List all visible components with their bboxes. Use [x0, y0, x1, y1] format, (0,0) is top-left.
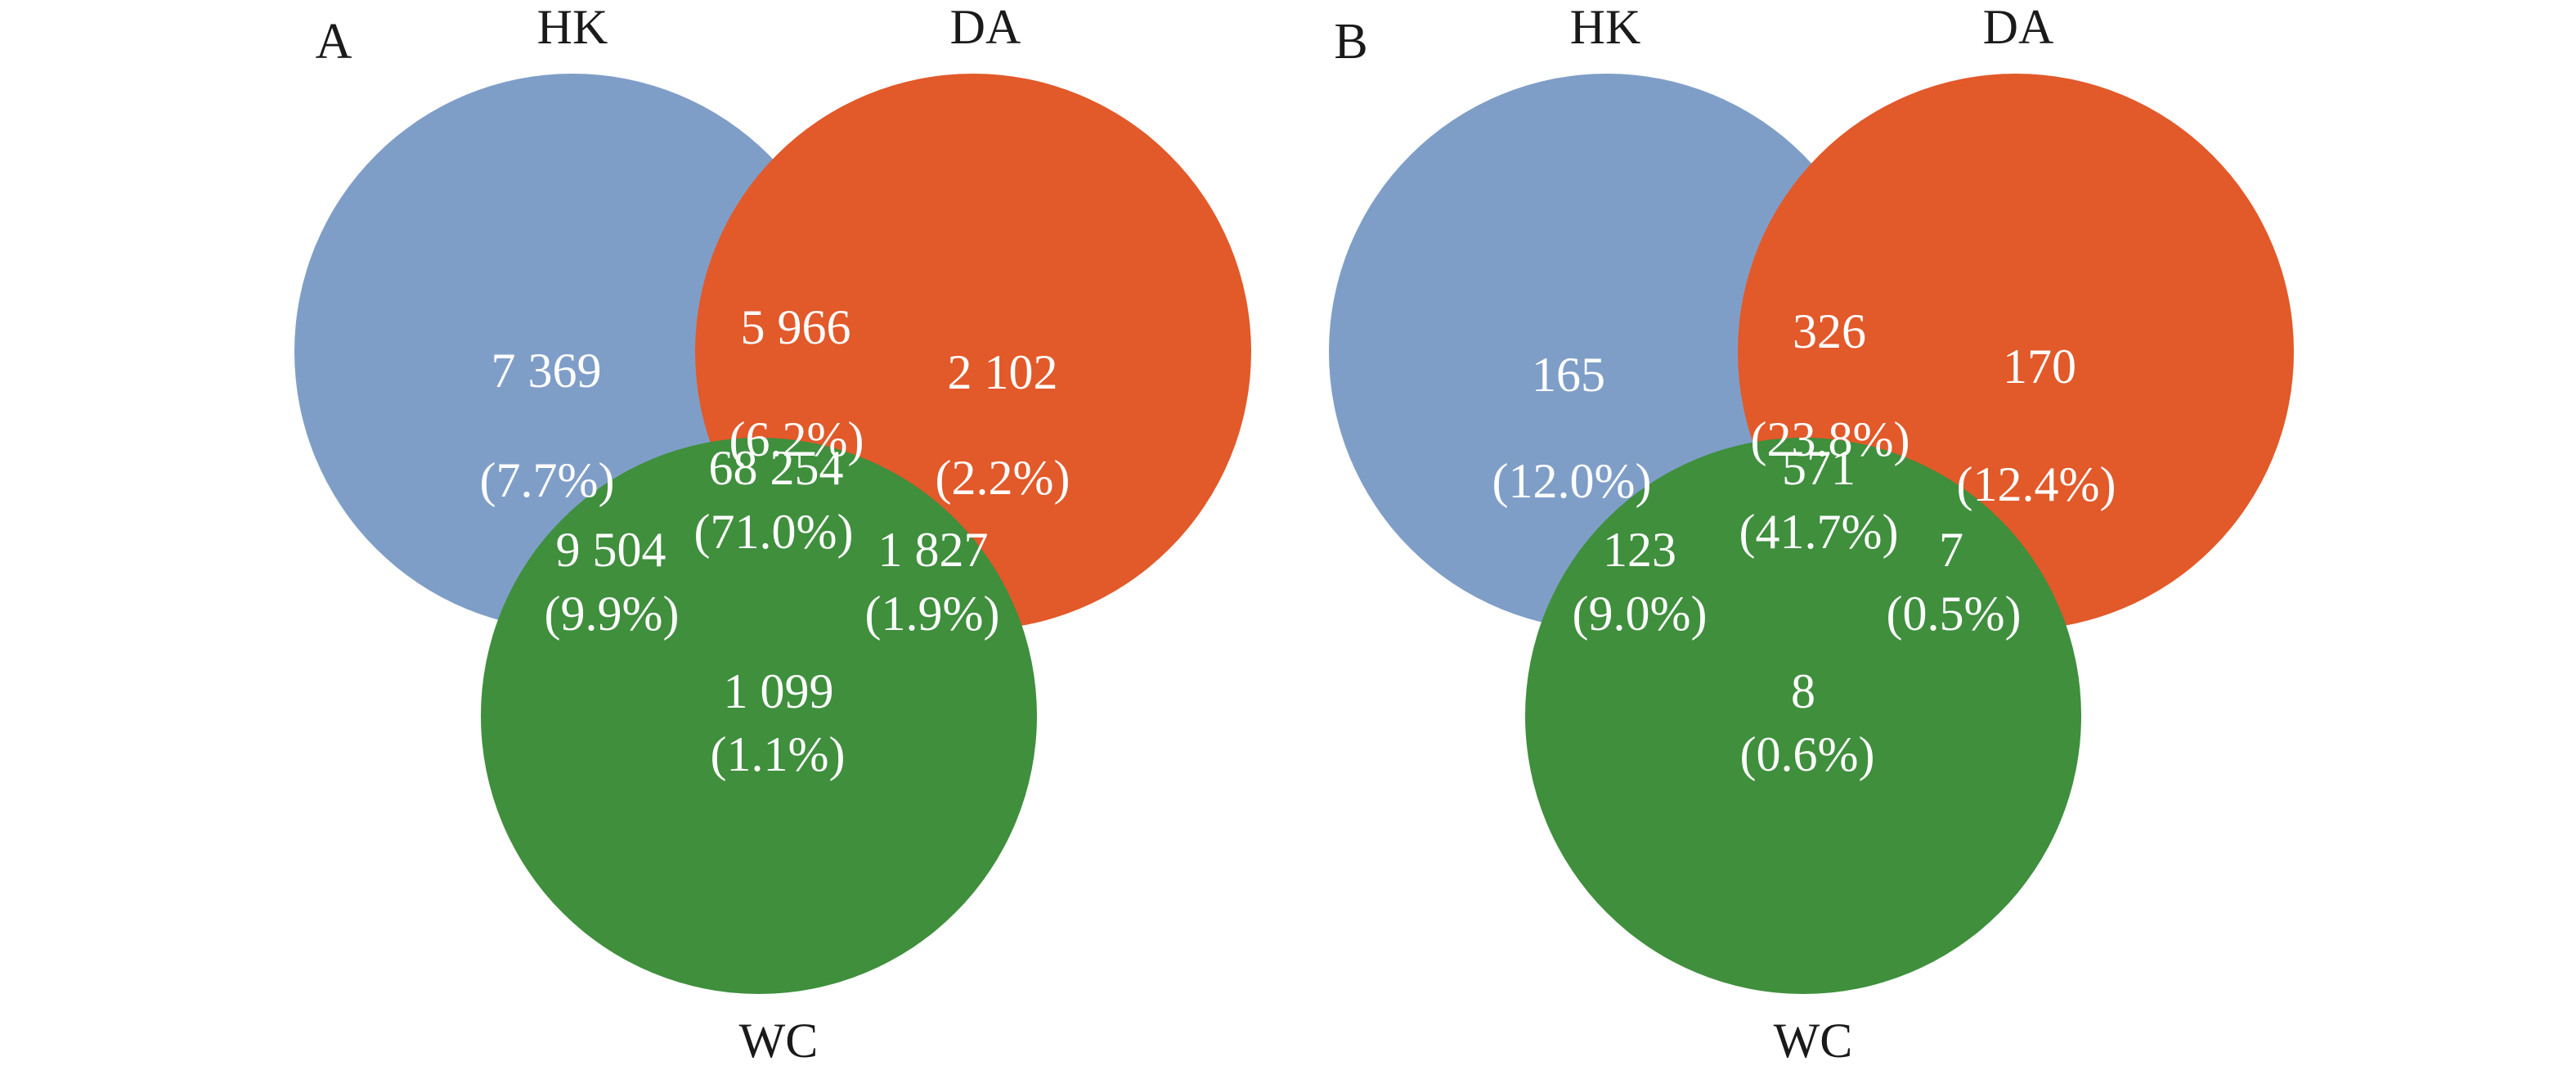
set-label-da-a: DA	[949, 0, 1021, 54]
region-hk-da-a-percent: (6.2%)	[729, 412, 864, 466]
panel-a-label: A	[315, 14, 352, 70]
region-da-only-a-percent: (2.2%)	[935, 451, 1070, 505]
set-label-hk-b: HK	[1569, 0, 1641, 54]
panel-b-label: B	[1334, 14, 1368, 70]
region-hk-only-a-percent: (7.7%)	[479, 453, 615, 507]
region-hk-da-b-percent: (23.8%)	[1750, 412, 1910, 466]
region-da-only-b-count: 170	[2003, 340, 2076, 394]
region-hk-wc-a-percent: (9.9%)	[544, 587, 680, 641]
region-center-a-percent: (71.0%)	[693, 505, 854, 559]
region-hk-only-b-count: 165	[1532, 348, 1605, 402]
region-center-a-count: 68 254	[708, 441, 844, 495]
set-label-wc-b: WC	[1773, 1014, 1853, 1068]
circle-wc-b	[1525, 438, 2081, 994]
region-wc-only-b-count: 8	[1791, 664, 1815, 718]
region-da-only-a-count: 2 102	[947, 345, 1058, 399]
region-hk-da-b-count: 326	[1793, 304, 1866, 358]
region-center-b-percent: (41.7%)	[1739, 505, 1899, 559]
region-center-b-count: 571	[1782, 441, 1856, 495]
set-label-wc-a: WC	[738, 1014, 819, 1068]
region-da-wc-b-count: 7	[1939, 523, 1963, 577]
region-hk-only-b-percent: (12.0%)	[1492, 454, 1652, 508]
region-hk-wc-b-count: 123	[1603, 523, 1676, 577]
region-hk-da-a-count: 5 966	[740, 300, 851, 354]
region-hk-wc-a-count: 9 504	[555, 523, 666, 577]
region-wc-only-b-percent: (0.6%)	[1739, 727, 1875, 781]
region-wc-only-a-percent: (1.1%)	[710, 727, 846, 781]
circle-wc-a	[481, 438, 1037, 994]
region-da-wc-b-percent: (0.5%)	[1886, 587, 2022, 641]
set-label-da-b: DA	[1982, 0, 2054, 54]
region-hk-wc-b-percent: (9.0%)	[1572, 587, 1708, 641]
region-da-wc-a-percent: (1.9%)	[864, 587, 1000, 641]
region-wc-only-a-count: 1 099	[723, 664, 834, 718]
set-label-hk-a: HK	[536, 0, 608, 54]
region-hk-only-a-count: 7 369	[491, 344, 602, 398]
region-da-only-b-percent: (12.4%)	[1956, 457, 2116, 511]
region-da-wc-a-count: 1 827	[877, 523, 989, 577]
